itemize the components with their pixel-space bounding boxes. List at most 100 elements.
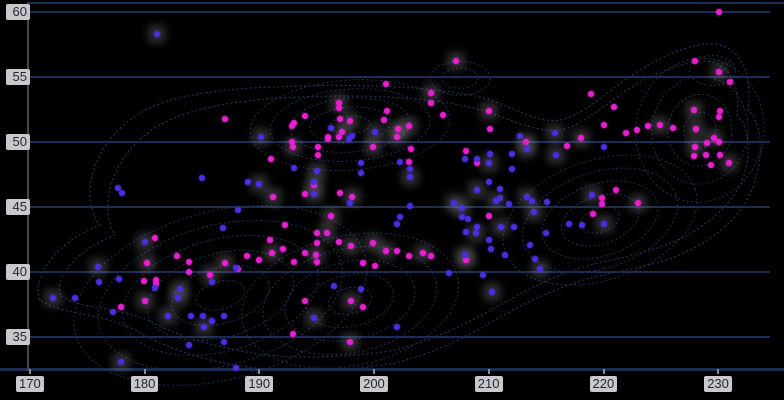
gridline-y35: [28, 336, 770, 338]
scatter-point-magenta: [372, 262, 379, 269]
contour-ring: [683, 111, 717, 149]
scatter-point-blue-violet: [523, 145, 530, 152]
scatter-point-magenta: [452, 58, 459, 65]
scatter-point-blue-violet: [566, 220, 573, 227]
scatter-point-blue-violet: [164, 313, 171, 320]
scatter-point-magenta: [710, 135, 717, 142]
contour-ring: [146, 249, 295, 341]
scatter-point-blue-violet: [234, 206, 241, 213]
scatter-point-blue-violet: [600, 144, 607, 151]
scatter-point-magenta: [474, 159, 481, 166]
scatter-point-magenta: [280, 245, 287, 252]
x-tick-mark: [373, 369, 376, 374]
scatter-point-magenta: [383, 107, 390, 114]
scatter-point-magenta: [289, 331, 296, 338]
scatter-point-blue-violet: [116, 275, 123, 282]
contour-ring: [667, 93, 733, 167]
scatter-point-magenta: [269, 249, 276, 256]
scatter-point-blue-violet: [527, 241, 534, 248]
scatter-point-blue-violet: [461, 155, 468, 162]
scatter-point-blue-violet: [311, 179, 318, 186]
scatter-point-magenta: [369, 144, 376, 151]
scatter-point-blue-violet: [174, 295, 181, 301]
contour-ring: [429, 60, 491, 96]
scatter-point-magenta: [670, 124, 677, 131]
scatter-point-magenta: [656, 122, 663, 129]
scatter-point-blue-violet: [497, 185, 504, 192]
scatter-point-blue-violet: [488, 245, 495, 252]
scatter-point-blue-violet: [220, 339, 227, 346]
scatter-point-blue-violet: [290, 165, 297, 171]
scatter-point-magenta: [314, 144, 321, 151]
contour-ring: [327, 286, 373, 315]
scatter-point-blue-violet: [552, 129, 559, 136]
scatter-point-magenta: [313, 240, 320, 247]
scatter-point-magenta: [117, 304, 124, 311]
scatter-point-magenta: [485, 107, 492, 114]
scatter-point-magenta: [613, 187, 620, 194]
scatter-point-blue-violet: [256, 180, 263, 187]
scatter-point-blue-violet: [511, 223, 518, 230]
scatter-point-magenta: [266, 236, 273, 243]
y-axis-line: [27, 2, 29, 371]
scatter-point-magenta: [312, 252, 319, 259]
scatter-point-blue-violet: [219, 224, 226, 231]
x-tick-label-190: 190: [245, 376, 274, 392]
gridline-y40: [28, 271, 770, 273]
scatter-point-magenta: [359, 259, 366, 266]
y-tick-label-50: 50: [6, 134, 30, 150]
scatter-point-blue-violet: [201, 323, 208, 330]
x-axis-line: [0, 368, 784, 371]
scatter-point-blue-violet: [498, 223, 505, 230]
scatter-point-blue-violet: [543, 230, 550, 236]
scatter-point-magenta: [324, 230, 331, 236]
scatter-point-magenta: [462, 148, 469, 155]
scatter-point-magenta: [590, 210, 597, 217]
scatter-point-magenta: [153, 276, 160, 283]
x-tick-mark: [143, 369, 146, 374]
scatter-point-blue-violet: [349, 132, 356, 139]
scatter-point-magenta: [302, 249, 309, 256]
x-tick-label-170: 170: [16, 376, 44, 392]
contour-ring: [262, 246, 438, 356]
y-tick-label-40: 40: [6, 264, 30, 280]
scatter-point-blue-violet: [233, 365, 240, 372]
scatter-point-blue-violet: [485, 236, 492, 243]
scatter-point-magenta: [405, 158, 412, 165]
scatter-point-magenta: [382, 248, 389, 255]
scatter-point-magenta: [347, 118, 353, 125]
x-tick-mark: [258, 369, 261, 374]
scatter-point-blue-violet: [492, 197, 499, 204]
scatter-point-magenta: [186, 269, 193, 275]
scatter-point-blue-violet: [465, 215, 472, 222]
scatter-point-blue-violet: [486, 150, 493, 157]
scatter-point-magenta: [428, 100, 435, 106]
scatter-point-blue-violet: [480, 271, 487, 278]
scatter-point-blue-violet: [508, 150, 515, 157]
scatter-point-magenta: [577, 135, 584, 142]
scatter-point-magenta: [153, 280, 160, 287]
scatter-point-blue-violet: [537, 266, 544, 273]
contour-ring: [502, 154, 698, 286]
scatter-point-magenta: [349, 193, 356, 200]
scatter-point-blue-violet: [462, 228, 469, 235]
scatter-point-magenta: [348, 297, 355, 304]
scatter-point-magenta: [395, 126, 402, 132]
scatter-point-blue-violet: [71, 295, 78, 301]
scatter-point-magenta: [717, 152, 724, 158]
scatter-point-magenta: [563, 142, 570, 149]
contour-ring: [122, 234, 319, 356]
scatter-point-blue-violet: [257, 133, 264, 140]
scatter-point-blue-violet: [406, 202, 413, 209]
x-tick-label-220: 220: [589, 376, 618, 392]
scatter-point-magenta: [359, 304, 366, 311]
scatter-point-blue-violet: [177, 285, 184, 292]
scatter-point-blue-violet: [445, 270, 452, 277]
scatter-point-blue-violet: [600, 220, 607, 227]
scatter-point-blue-violet: [313, 167, 320, 174]
scatter-point-magenta: [633, 127, 640, 134]
scatter-point-magenta: [290, 119, 297, 126]
scatter-point-magenta: [703, 140, 710, 147]
x-tick-label-210: 210: [474, 376, 503, 392]
scatter-point-magenta: [692, 144, 699, 151]
